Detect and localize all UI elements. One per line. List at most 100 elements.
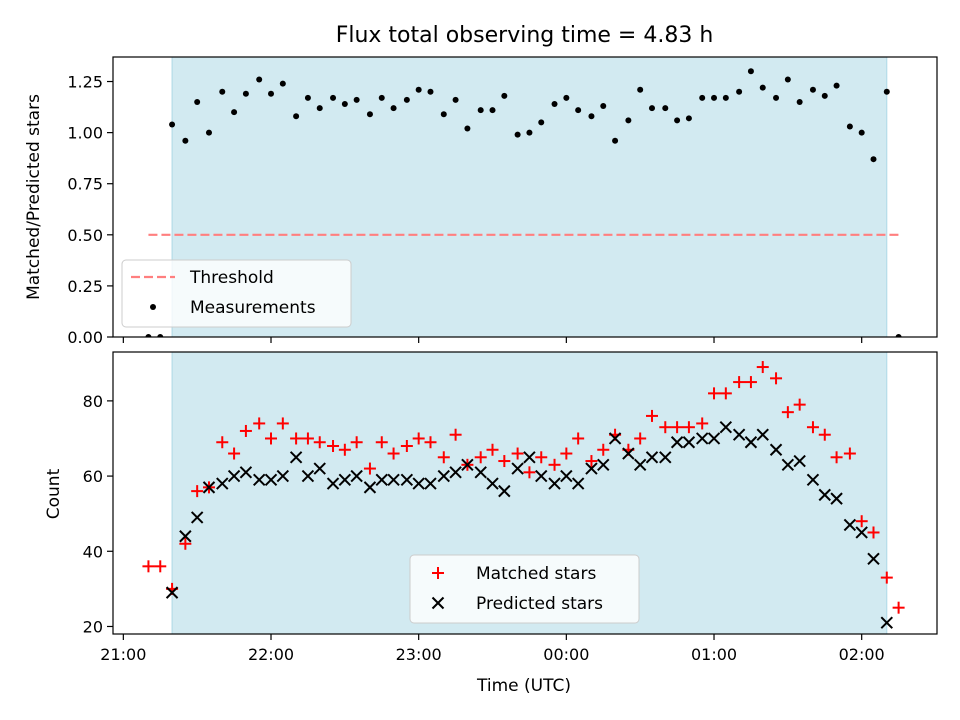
y-tick-label: 40 <box>83 542 103 561</box>
x-tick-label: 00:00 <box>543 645 589 664</box>
matched-stars-point <box>400 440 413 452</box>
measurements-point <box>366 111 373 118</box>
measurements-point <box>403 96 410 103</box>
predicted-stars-point <box>165 586 179 599</box>
top-panel: 0.00 0.25 0.50 0.75 1.00 1.25 Threshold Measure… <box>67 56 938 347</box>
predicted-stars-point <box>301 469 315 483</box>
x-tick-label: 21:00 <box>100 645 146 664</box>
matched-stars-point <box>142 560 155 573</box>
matched-stars-point <box>363 462 376 475</box>
matched-stars-point <box>486 443 499 456</box>
measurements-point <box>612 137 619 144</box>
predicted-stars-point <box>769 443 783 456</box>
measurements-point <box>674 117 681 124</box>
matched-stars-point <box>793 398 806 411</box>
matched-stars-point <box>572 432 585 445</box>
measurements-point <box>182 137 189 144</box>
matched-stars-point <box>597 443 610 456</box>
matched-stars-point <box>301 432 314 445</box>
predicted-stars-point <box>289 451 303 464</box>
predicted-stars-point <box>744 436 758 449</box>
matched-stars-point <box>253 417 266 430</box>
predicted-stars-point <box>313 462 326 475</box>
measurements-point <box>169 121 176 128</box>
legend-predicted-label: Predicted stars <box>476 594 603 614</box>
measurements-point <box>833 82 840 89</box>
matched-stars-point <box>682 421 695 434</box>
matched-stars-point <box>191 485 204 498</box>
predicted-stars-point <box>622 447 635 460</box>
measurements-point <box>870 156 877 163</box>
predicted-stars-point <box>511 462 524 475</box>
predicted-stars-point <box>732 428 746 441</box>
chart-title: Flux total observing time = 4.83 h <box>336 23 714 48</box>
y-tick-label: 80 <box>83 392 103 411</box>
measurements-point <box>699 94 706 101</box>
legend-threshold-label: Threshold <box>189 268 274 288</box>
x-tick-label: 02:00 <box>839 645 885 664</box>
predicted-stars-point <box>412 477 425 490</box>
predicted-stars-point <box>843 518 857 532</box>
matched-stars-point <box>265 432 278 445</box>
predicted-stars-point <box>719 420 733 434</box>
matched-stars-point <box>387 447 400 460</box>
measurements-point <box>722 94 729 101</box>
matched-stars-point <box>645 409 658 422</box>
measurements-point <box>895 334 902 337</box>
measurements-point <box>427 88 434 95</box>
measurements-point <box>145 334 152 337</box>
matched-stars-point <box>511 447 524 460</box>
predicted-stars-point <box>781 458 795 472</box>
measurements-point <box>736 88 743 95</box>
matched-stars-point <box>719 387 732 400</box>
axes-frame <box>112 56 938 338</box>
predicted-stars-point <box>276 469 290 483</box>
legend-matched-label: Matched stars <box>476 564 596 584</box>
legend-matched-swatch <box>432 567 444 579</box>
measurements-point <box>600 103 607 110</box>
predicted-stars-point <box>387 473 400 487</box>
top-y-axis-label: Matched/Predicted stars <box>24 94 44 300</box>
predicted-stars-point <box>326 477 340 490</box>
predicted-stars-point <box>179 530 192 543</box>
measurements-point <box>685 115 692 122</box>
legend-measurements-swatch <box>150 304 156 310</box>
matched-stars-point <box>659 421 672 434</box>
matched-stars-point <box>756 361 769 374</box>
legend-predicted-swatch <box>431 596 445 610</box>
matched-stars-point <box>474 451 487 464</box>
measurements-point <box>625 117 632 124</box>
legend-box <box>409 554 640 624</box>
predicted-stars-point <box>818 488 831 502</box>
predicted-stars-point <box>264 473 278 487</box>
matched-stars-point <box>855 515 868 528</box>
predicted-stars-point <box>793 454 806 468</box>
x-tick-label: 22:00 <box>248 645 294 664</box>
measurements-point <box>415 86 422 93</box>
measurements-point <box>551 101 558 108</box>
matched-stars-point <box>228 447 241 460</box>
matched-stars-point <box>634 432 647 445</box>
measurements-point <box>588 113 595 120</box>
predicted-stars-point <box>855 526 868 539</box>
measurements-point <box>759 84 766 91</box>
matched-stars-point <box>154 560 167 573</box>
measurements-point <box>231 109 238 116</box>
predicted-stars-point <box>400 473 414 487</box>
measurements-point <box>242 90 249 97</box>
predicted-stars-point <box>202 481 216 494</box>
predicted-stars-point <box>461 458 474 472</box>
measurements-point <box>575 107 582 114</box>
measurements-point <box>304 94 311 101</box>
predicted-stars-point <box>560 469 573 483</box>
matched-stars-point <box>770 372 783 385</box>
predicted-stars-point <box>830 492 843 505</box>
matched-stars-point <box>424 436 437 449</box>
measurements-point <box>809 86 816 93</box>
matched-stars-point <box>830 451 843 464</box>
measurements-point <box>464 125 471 132</box>
measurements-point <box>219 88 226 95</box>
matched-stars-point <box>338 443 351 456</box>
measurements-point <box>194 98 201 105</box>
predicted-stars-point <box>682 436 696 449</box>
